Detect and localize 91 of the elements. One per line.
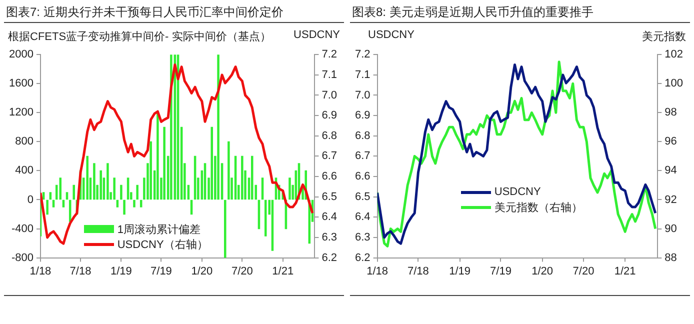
y-tick-label: 1200 <box>8 106 34 119</box>
bar <box>100 170 102 200</box>
x-tick-label: 1/19 <box>449 265 471 278</box>
y2-tick-label: 100 <box>664 78 684 90</box>
bar <box>228 141 230 200</box>
y-tick-label: 6.3 <box>354 232 370 244</box>
y2-tick-label: 6.6 <box>322 170 338 183</box>
y-tick-label: -400 <box>11 222 34 235</box>
y2-tick-label: 94 <box>664 164 677 177</box>
bar <box>288 178 291 200</box>
bar <box>241 156 244 200</box>
legend-label: 美元指数（右轴） <box>494 200 582 215</box>
y-axis-title: USDCNY <box>368 29 414 41</box>
bar <box>120 184 122 200</box>
chart-title: 图表8: 美元走弱是近期人民币升值的重要推手 <box>350 2 690 23</box>
bar <box>46 200 48 215</box>
bar <box>156 112 159 200</box>
x-tick-label: 7/20 <box>231 265 253 278</box>
bar <box>210 126 213 200</box>
y-tick-label: 400 <box>15 164 34 177</box>
y-tick-label: 6.6 <box>354 170 370 183</box>
y-axis-title: 根据CFETS蓝子变动推算中间价- 实际中间价（基点） <box>8 30 271 44</box>
x-tick-label: 1/20 <box>532 265 554 278</box>
bar <box>116 200 119 208</box>
bar <box>163 126 166 200</box>
y2-tick-label: 6.3 <box>322 232 338 244</box>
y2-tick-label: 96 <box>664 136 677 148</box>
y2-tick-label: 6.7 <box>322 150 338 162</box>
y2-tick-label: 6.2 <box>322 252 338 264</box>
bar <box>93 163 96 200</box>
y2-axis-title: 美元指数 <box>642 30 686 44</box>
bar <box>140 200 142 208</box>
bar <box>150 141 152 200</box>
x-tick-label: 1/21 <box>272 265 294 278</box>
bar <box>66 192 68 200</box>
legend-label: USDCNY <box>494 186 541 198</box>
bar <box>250 156 254 200</box>
x-tick-label: 7/18 <box>408 265 429 278</box>
y-tick-label: 1600 <box>8 78 34 90</box>
x-tick-label: 7/18 <box>70 265 92 278</box>
y2-tick-label: 6.9 <box>322 110 338 122</box>
legend-label: USDCNY（右轴） <box>117 238 208 252</box>
y2-tick-label: 98 <box>664 106 677 119</box>
y-tick-label: 2000 <box>8 48 34 61</box>
y-tick-label: 6.7 <box>354 150 370 162</box>
bar <box>136 184 138 200</box>
y-tick-label: 7.2 <box>354 48 370 61</box>
x-tick-label: 1/21 <box>614 265 636 278</box>
y-tick-label: 0 <box>27 194 34 206</box>
y2-tick-label: 102 <box>664 48 684 61</box>
x-tick-label: 7/19 <box>490 265 512 278</box>
x-tick-label: 1/20 <box>191 265 213 278</box>
y2-tick-label: 7.2 <box>322 48 338 61</box>
y2-tick-label: 7.0 <box>322 89 338 102</box>
x-tick-label: 1/18 <box>30 265 52 278</box>
bar <box>217 54 220 200</box>
y-tick-label: 6.8 <box>354 130 370 142</box>
x-tick-label: 7/19 <box>150 265 172 278</box>
y-tick-label: 6.5 <box>354 190 370 203</box>
bar <box>49 192 52 200</box>
y-tick-label: 6.9 <box>354 110 370 122</box>
y2-axis-title: USDCNY <box>294 29 340 41</box>
y2-tick-label: 6.5 <box>322 190 338 203</box>
y2-tick-label: 88 <box>664 252 677 264</box>
x-tick-label: 7/20 <box>572 265 594 278</box>
legend-label: 1周滚动累计偏差 <box>117 222 200 237</box>
bar <box>42 192 45 200</box>
y-tick-label: 6.2 <box>354 252 370 264</box>
y2-tick-label: 92 <box>664 194 677 206</box>
y-tick-label: 800 <box>15 136 34 148</box>
x-tick-label: 1/18 <box>366 265 388 278</box>
bar <box>72 184 75 200</box>
bar <box>106 163 109 200</box>
y-tick-label: -800 <box>11 252 34 264</box>
y2-tick-label: 6.4 <box>322 211 338 224</box>
bar <box>113 178 116 200</box>
bar <box>59 178 62 200</box>
x-tick-label: 1/19 <box>110 265 132 278</box>
bar <box>133 200 136 208</box>
bar <box>62 200 65 208</box>
y2-tick-label: 6.8 <box>322 130 338 142</box>
bar <box>86 156 88 200</box>
bar <box>123 200 126 215</box>
y-tick-label: 7.1 <box>354 68 370 81</box>
y-tick-label: 7.0 <box>354 89 370 102</box>
y-tick-label: 6.4 <box>354 211 370 224</box>
y2-tick-label: 90 <box>664 222 677 235</box>
bar <box>52 200 55 208</box>
chart-title: 图表7: 近期央行并未干预每日人民币汇率中间价定价 <box>4 2 344 23</box>
y2-tick-label: 7.1 <box>322 68 338 81</box>
bar <box>224 200 226 258</box>
